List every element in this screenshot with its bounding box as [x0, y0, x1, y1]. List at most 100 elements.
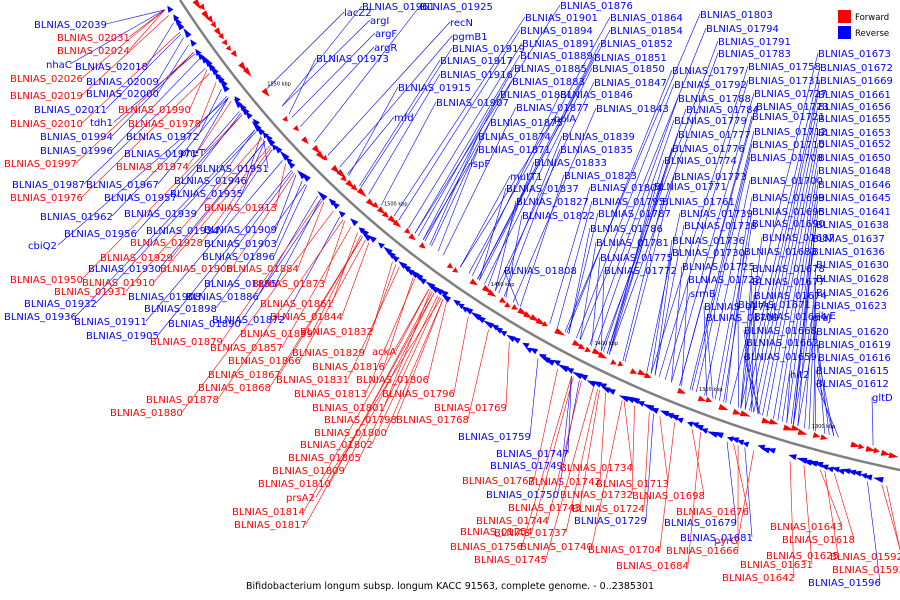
reverse-gene-arrow	[331, 201, 340, 210]
reverse-gene-arrow	[350, 218, 359, 227]
label-leader-line	[813, 304, 816, 432]
gene-label: BLNIAS_01721	[752, 112, 825, 123]
label-leader-line	[146, 22, 174, 67]
label-leader-line	[303, 289, 430, 512]
gene-label: BLNIAS_01722	[688, 275, 761, 286]
label-leader-line	[81, 73, 210, 198]
label-leader-line	[766, 142, 819, 417]
reverse-gene-arrow	[819, 464, 829, 471]
gene-label: BLNIAS_01642	[722, 573, 795, 584]
gene-features	[167, 0, 899, 483]
forward-gene-arrow	[345, 179, 355, 189]
label-leader-line	[427, 301, 447, 380]
gene-label: BLNIAS_01817	[234, 520, 307, 531]
reverse-gene-arrow	[483, 320, 495, 329]
gene-label: BLNIAS_01767	[462, 476, 535, 487]
reverse-gene-arrow	[601, 386, 611, 394]
reverse-gene-arrow	[796, 457, 808, 464]
label-leader-line	[263, 139, 269, 169]
forward-gene-arrow	[292, 125, 299, 132]
gene-label: BLNIAS_01661	[818, 90, 891, 101]
forward-gene-arrow	[350, 184, 358, 191]
forward-gene-arrow	[768, 418, 779, 425]
label-leader-line	[359, 295, 438, 458]
forward-gene-arrow	[408, 233, 416, 241]
gene-label: BLNIAS_01672	[820, 63, 893, 74]
label-leader-line	[589, 97, 679, 346]
gene-label: BLNIAS_01852	[600, 39, 673, 50]
label-leader-line	[815, 369, 835, 437]
gene-label: BLNIAS_01880	[110, 408, 183, 419]
forward-gene-arrow	[820, 434, 828, 440]
gene-label: eraJ	[812, 313, 831, 324]
gene-label: BLNIAS_01738	[684, 221, 757, 232]
gene-label: BLNIAS_01804	[590, 183, 663, 194]
gene-label: BLNIAS_01883	[512, 77, 585, 88]
reverse-gene-arrow	[453, 299, 461, 307]
gene-label: BLNIAS_02024	[57, 46, 130, 57]
reverse-gene-arrow	[406, 268, 415, 276]
reverse-gene-arrow	[553, 360, 561, 367]
label-leader-line	[414, 4, 561, 234]
gene-label: BLNIAS_01913	[204, 203, 277, 214]
gene-label: BLNIAS_02018	[75, 62, 148, 73]
label-leader-line	[689, 130, 755, 390]
gene-label: BLNIAS_02011	[34, 105, 107, 116]
forward-gene-arrow	[446, 262, 453, 269]
gene-label: BLNIAS_01806	[356, 375, 429, 386]
forward-gene-arrow	[761, 417, 772, 424]
gene-label: polA	[554, 114, 576, 125]
label-leader-line	[786, 373, 791, 423]
forward-gene-arrow	[371, 201, 379, 209]
gene-label: BLNIAS_01813	[294, 389, 367, 400]
gene-label: BLNIAS_01829	[292, 348, 365, 359]
gene-label: BLNIAS_01957	[104, 193, 177, 204]
forward-gene-arrow	[356, 187, 367, 198]
gene-label: BLNIAS_01777	[678, 130, 751, 141]
reverse-gene-arrow	[378, 242, 385, 249]
label-leader-line	[395, 299, 444, 420]
label-leader-line	[744, 79, 821, 410]
reverse-gene-arrow	[649, 407, 659, 414]
label-leader-line	[753, 105, 819, 413]
label-leader-line	[281, 5, 363, 107]
label-leader-line	[744, 447, 753, 538]
reverse-gene-arrow	[544, 358, 556, 366]
label-leader-line	[753, 315, 759, 415]
label-leader-line	[777, 169, 819, 421]
gene-label: BLNIAS_01946	[174, 176, 247, 187]
label-leader-line	[622, 200, 663, 362]
gene-label: BLNIAS_01895	[204, 279, 277, 290]
reverse-gene-arrow	[628, 397, 641, 405]
gene-label: BLNIAS_01800	[314, 428, 387, 439]
forward-gene-arrow	[392, 219, 402, 228]
gene-label: BLNIAS_01805	[288, 453, 361, 464]
gene-label: BLNIAS_01950	[10, 275, 83, 286]
gene-label: BLNIAS_01628	[816, 274, 889, 285]
gene-label: BLNIAS_01864	[610, 13, 683, 24]
label-leader-line	[431, 121, 491, 247]
forward-gene-arrow	[242, 67, 252, 77]
reverse-gene-arrow	[441, 294, 452, 303]
gene-label: BLNIAS_01847	[594, 78, 667, 89]
gene-label: BLNIAS_01786	[590, 224, 663, 235]
gene-label: BLNIAS_01908	[128, 292, 201, 303]
gene-label: BLNIAS_01898	[144, 304, 217, 315]
label-leader-line	[679, 115, 753, 386]
gene-label: BLNIAS_01791	[718, 37, 791, 48]
reverse-gene-arrow	[760, 447, 771, 454]
reverse-gene-arrow	[693, 424, 704, 431]
label-leader-line	[368, 73, 441, 195]
gene-label: BLNIAS_01881	[500, 90, 573, 101]
label-leader-line	[477, 42, 601, 280]
gene-label: BLNIAS_01886	[186, 292, 259, 303]
forward-gene-arrow	[865, 445, 876, 452]
label-leader-line	[725, 250, 745, 404]
gene-label: BLNIAS_01653	[818, 128, 891, 139]
label-leader-line	[608, 52, 719, 355]
forward-gene-arrow	[597, 351, 608, 359]
forward-gene-arrow	[301, 136, 309, 145]
forward-gene-arrow	[230, 50, 237, 57]
label-leader-line	[217, 219, 344, 400]
gene-label: BLNIAS_01816	[312, 362, 385, 373]
